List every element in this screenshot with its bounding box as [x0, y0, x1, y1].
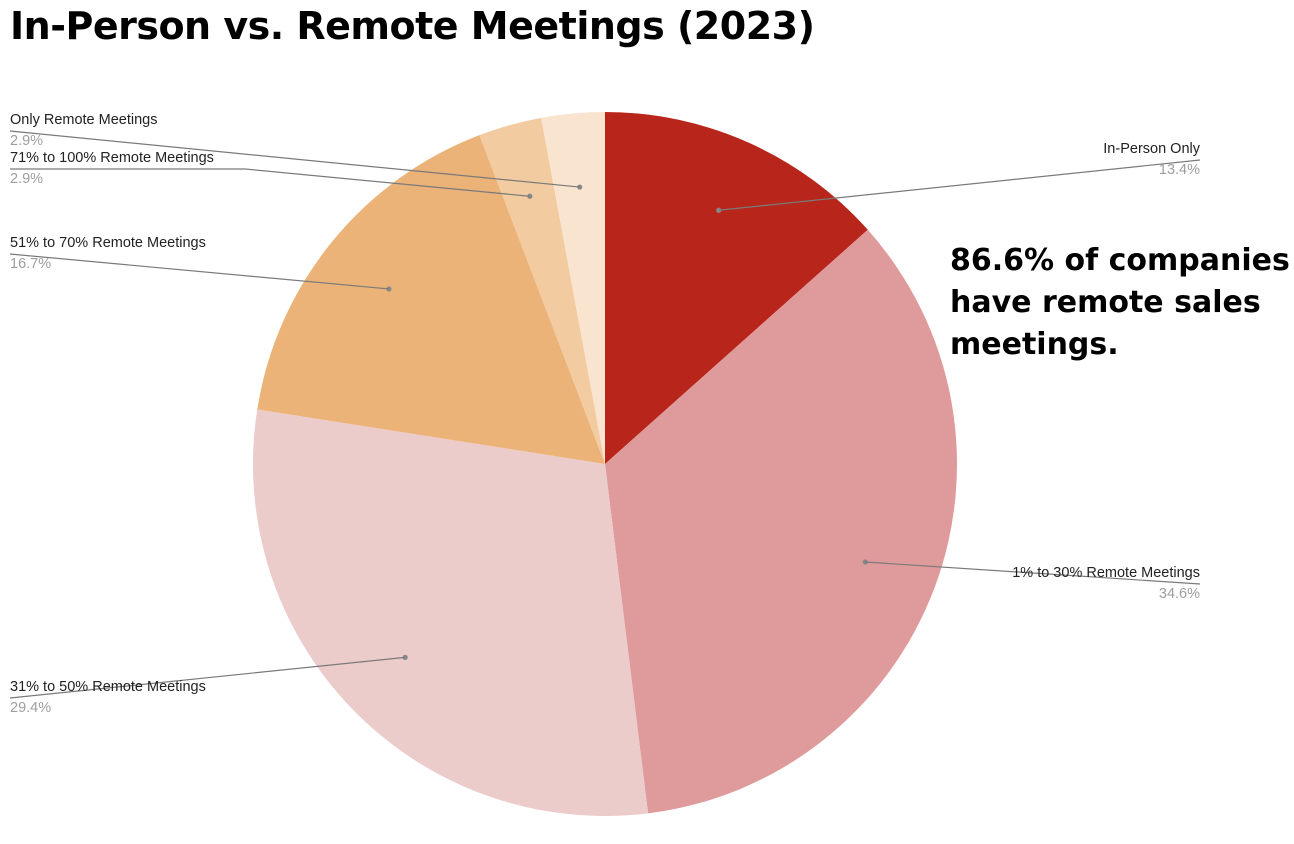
leader-line-1-to-30-remote-meetings	[865, 561, 1201, 585]
slice-label-1-to-30-remote-meetings: 1% to 30% Remote Meetings	[1012, 565, 1200, 581]
pie-slice-31-to-50-remote-meetings	[253, 409, 649, 816]
slice-label-only-remote-meetings: Only Remote Meetings	[10, 112, 157, 128]
chart-annotation: 86.6% of companies have remote sales mee…	[950, 243, 1290, 362]
slice-label-in-person-only: In-Person Only	[1103, 141, 1200, 157]
pie-slice-71-to-100-remote-meetings	[479, 117, 605, 464]
slice-value-only-remote-meetings: 2.9%	[10, 133, 43, 149]
slice-value-51-to-70-remote-meetings: 16.7%	[10, 256, 51, 272]
pie-slice-51-to-70-remote-meetings	[257, 135, 605, 465]
chart-title: In-Person vs. Remote Meetings (2023)	[10, 4, 815, 48]
leader-line-only-remote-meetings	[9, 130, 580, 188]
leader-dot-only-remote-meetings	[577, 184, 583, 190]
slice-value-1-to-30-remote-meetings: 34.6%	[1159, 586, 1200, 602]
leader-line-51-to-70-remote-meetings	[9, 253, 389, 290]
leader-line-71-to-100-remote-meetings	[10, 168, 530, 197]
slice-label-51-to-70-remote-meetings: 51% to 70% Remote Meetings	[10, 235, 206, 251]
slice-label-71-to-100-remote-meetings: 71% to 100% Remote Meetings	[10, 150, 214, 166]
pie-slice-1-to-30-remote-meetings	[605, 229, 958, 814]
leader-lines	[9, 130, 1201, 699]
slice-label-31-to-50-remote-meetings: 31% to 50% Remote Meetings	[10, 679, 206, 695]
pie-slice-in-person-only	[605, 112, 868, 464]
leader-line-31-to-50-remote-meetings	[9, 656, 406, 699]
pie-slices	[253, 112, 958, 816]
slice-value-71-to-100-remote-meetings: 2.9%	[10, 171, 43, 187]
pie-slice-only-remote-meetings	[541, 112, 605, 464]
slice-labels: In-Person Only 13.4% 1% to 30% Remote Meet…	[10, 112, 1201, 716]
slice-value-31-to-50-remote-meetings: 29.4%	[10, 700, 51, 716]
slice-value-in-person-only: 13.4%	[1159, 162, 1200, 178]
leader-line-in-person-only	[718, 159, 1201, 211]
